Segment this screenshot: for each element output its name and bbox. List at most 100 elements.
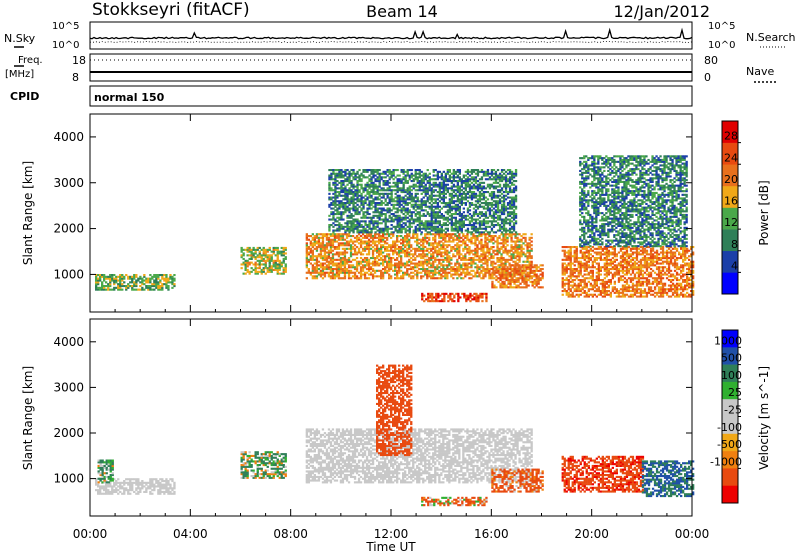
scatter-cell [311,246,314,249]
scatter-cell [482,257,485,260]
scatter-cell [109,281,112,284]
scatter-cell [475,300,478,303]
scatter-cell [462,224,465,227]
scatter-cell [440,253,443,256]
scatter-cell [474,244,477,247]
scatter-cell [446,260,449,263]
scatter-cell [133,275,136,278]
scatter-cell [344,180,347,183]
scatter-cell [525,284,528,287]
scatter-cell [438,224,441,227]
scatter-cell [315,268,319,271]
scatter-cell [493,271,496,274]
scatter-cell [240,254,243,257]
scatter-cell [422,260,425,263]
scatter-cell [481,294,484,297]
scatter-cell [494,202,498,205]
scatter-cell [492,246,495,249]
scatter-cell [398,194,401,197]
scatter-cell [351,271,355,274]
scatter-cell [480,185,484,188]
scatter-cell [380,187,383,190]
scatter-cell [452,180,455,183]
scatter-cell [327,233,331,236]
scatter-cell [434,218,437,221]
scatter-cell [386,170,389,173]
scatter-cell [456,251,459,254]
scatter-cell [347,233,351,236]
scatter-cell [496,191,500,194]
scatter-cell [530,236,533,239]
scatter-cell [325,257,329,260]
scatter-cell [486,255,489,258]
scatter-cell [498,227,502,230]
scatter-cell [424,185,427,188]
scatter-cell [343,233,347,236]
scatter-cell [386,174,389,177]
scatter-cell [374,222,377,225]
scatter-cell [327,238,331,241]
scatter-cell [458,169,461,172]
scatter-cell [384,198,387,201]
scatter-cell [502,251,505,254]
scatter-cell [500,218,504,221]
scatter-cell [315,246,319,249]
scatter-cell [398,235,401,238]
scatter-cell [262,268,265,271]
scatter-cell [523,279,526,282]
scatter-cell [341,244,345,247]
scatter-cell [331,257,335,260]
scatter-cell [474,236,477,239]
scatter-cell [440,207,443,210]
scatter-cell [151,285,154,288]
scatter-cell [498,183,502,186]
scatter-cell [402,213,405,216]
scatter-cell [482,174,486,177]
scatter-cell [505,277,508,280]
scatter-cell [161,283,164,286]
scatter-cell [392,200,395,203]
scatter-cell [488,209,492,212]
scatter-cell [388,192,391,195]
scatter-cell [496,246,499,249]
scatter-cell [480,244,483,247]
scatter-cell [583,262,586,265]
scatter-cell [418,225,421,228]
scatter-cell [248,261,251,264]
scatter-cell [428,275,431,278]
scatter-cell [569,262,572,265]
scatter-cell [376,207,379,210]
scatter-cell [470,233,473,236]
scatter-cell [338,191,341,194]
scatter-cell [406,203,409,206]
scatter-cell [583,286,586,289]
scatter-cell [440,275,443,278]
scatter-cell [396,225,399,228]
scatter-cell [506,169,510,172]
scatter-cell [334,224,337,227]
scatter-cell [541,264,544,267]
scatter-cell [398,220,401,223]
scatter-cell [394,266,397,269]
scatter-cell [464,196,467,199]
scatter-cell [464,183,467,186]
scatter-cell [569,295,572,298]
scatter-cell [424,262,427,265]
scatter-cell [343,247,347,250]
scatter-cell [335,246,339,249]
scatter-cell [339,271,343,274]
scatter-cell [464,247,467,250]
scatter-cell [315,236,319,239]
scatter-cell [392,218,395,221]
scatter-cell [432,246,435,249]
scatter-cell [492,266,495,269]
scatter-cell [412,268,415,271]
scatter-cell [456,242,459,245]
scatter-cell [339,266,343,269]
scatter-cell [428,194,431,197]
scatter-cell [514,214,518,217]
scatter-cell [448,205,451,208]
scatter-cell [343,262,347,265]
scatter-cell [171,275,174,278]
scatter-cell [424,174,427,177]
